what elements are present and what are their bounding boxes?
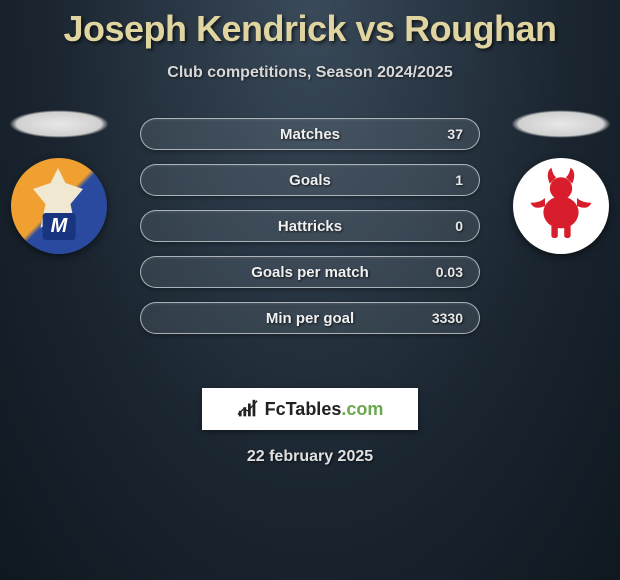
stats-list: Matches 37 Goals 1 Hattricks 0 Goals per match…: [140, 118, 480, 334]
crest-right-label: OLN CI: [549, 215, 573, 224]
stat-label: Goals per match: [251, 264, 369, 281]
comparison-panel: Matches 37 Goals 1 Hattricks 0 Goals per match…: [0, 110, 620, 370]
stat-value: 0: [455, 218, 463, 234]
stat-value: 0.03: [436, 264, 463, 280]
brand-badge[interactable]: FcTables.com: [202, 388, 418, 430]
stat-row: Goals 1: [140, 164, 480, 196]
stat-label: Min per goal: [266, 310, 354, 327]
club-crest-left: [11, 158, 107, 254]
player-right: OLN CI: [506, 110, 616, 254]
stat-value: 1: [455, 172, 463, 188]
stat-row: Matches 37: [140, 118, 480, 150]
page-title: Joseph Kendrick vs Roughan: [0, 0, 620, 50]
player-left: [4, 110, 114, 254]
stat-label: Hattricks: [278, 218, 342, 235]
stat-label: Matches: [280, 126, 340, 143]
player-silhouette-right: [511, 110, 611, 138]
stat-row: Hattricks 0: [140, 210, 480, 242]
stat-row: Goals per match 0.03: [140, 256, 480, 288]
imp-icon: OLN CI: [521, 166, 601, 246]
brand-text: FcTables.com: [265, 399, 384, 420]
date-label: 22 february 2025: [0, 448, 620, 466]
player-silhouette-left: [9, 110, 109, 138]
subtitle: Club competitions, Season 2024/2025: [0, 64, 620, 82]
chart-icon: [237, 398, 259, 420]
stat-value: 3330: [432, 310, 463, 326]
stat-label: Goals: [289, 172, 331, 189]
club-crest-right: OLN CI: [513, 158, 609, 254]
stat-value: 37: [447, 126, 463, 142]
stat-row: Min per goal 3330: [140, 302, 480, 334]
